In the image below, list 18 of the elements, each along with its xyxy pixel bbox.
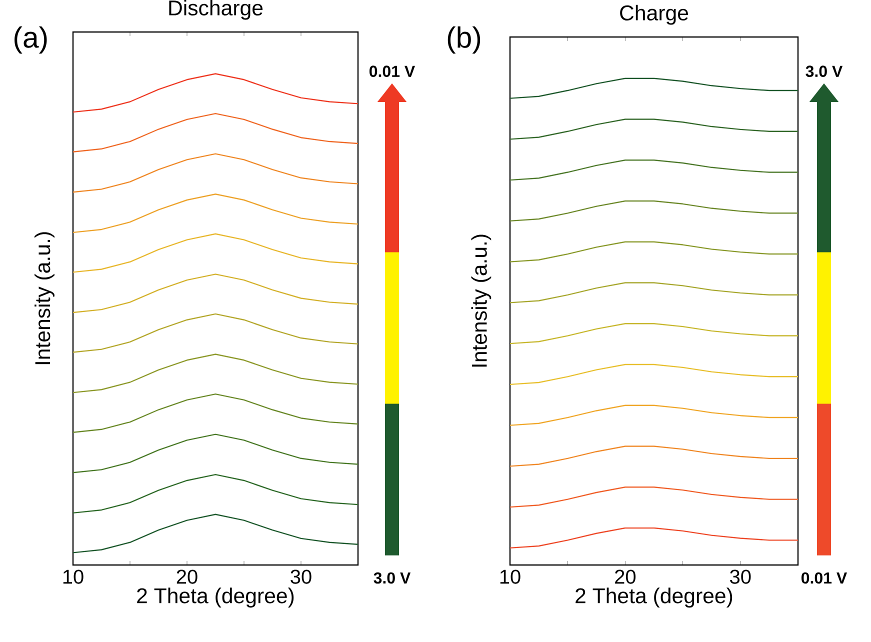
x-tick-label: 10 [500, 570, 520, 584]
text: 3.0 V [806, 66, 843, 78]
chart-title: Discharge [169, 0, 263, 20]
x-tick-label: 30 [290, 570, 312, 584]
x-tick-label: 20 [615, 570, 636, 584]
y-axis-title: Intensity (a.u.) [34, 232, 54, 364]
text: (b) [448, 26, 480, 54]
text: 3.0 V [374, 572, 411, 584]
text: 0.01 V [802, 572, 847, 584]
y-axis-title: Intensity (a.u.) [471, 234, 492, 367]
x-axis-title: 2 Theta (degree) [137, 588, 294, 608]
text: 0.01 V [370, 66, 416, 77]
x-tick-label: 10 [63, 570, 84, 584]
chart-title: Charge [620, 4, 688, 25]
x-tick-label: 20 [176, 570, 198, 584]
x-tick-label: 30 [730, 570, 751, 584]
text: (a) [14, 26, 47, 54]
x-axis-title: 2 Theta (degree) [576, 588, 732, 608]
